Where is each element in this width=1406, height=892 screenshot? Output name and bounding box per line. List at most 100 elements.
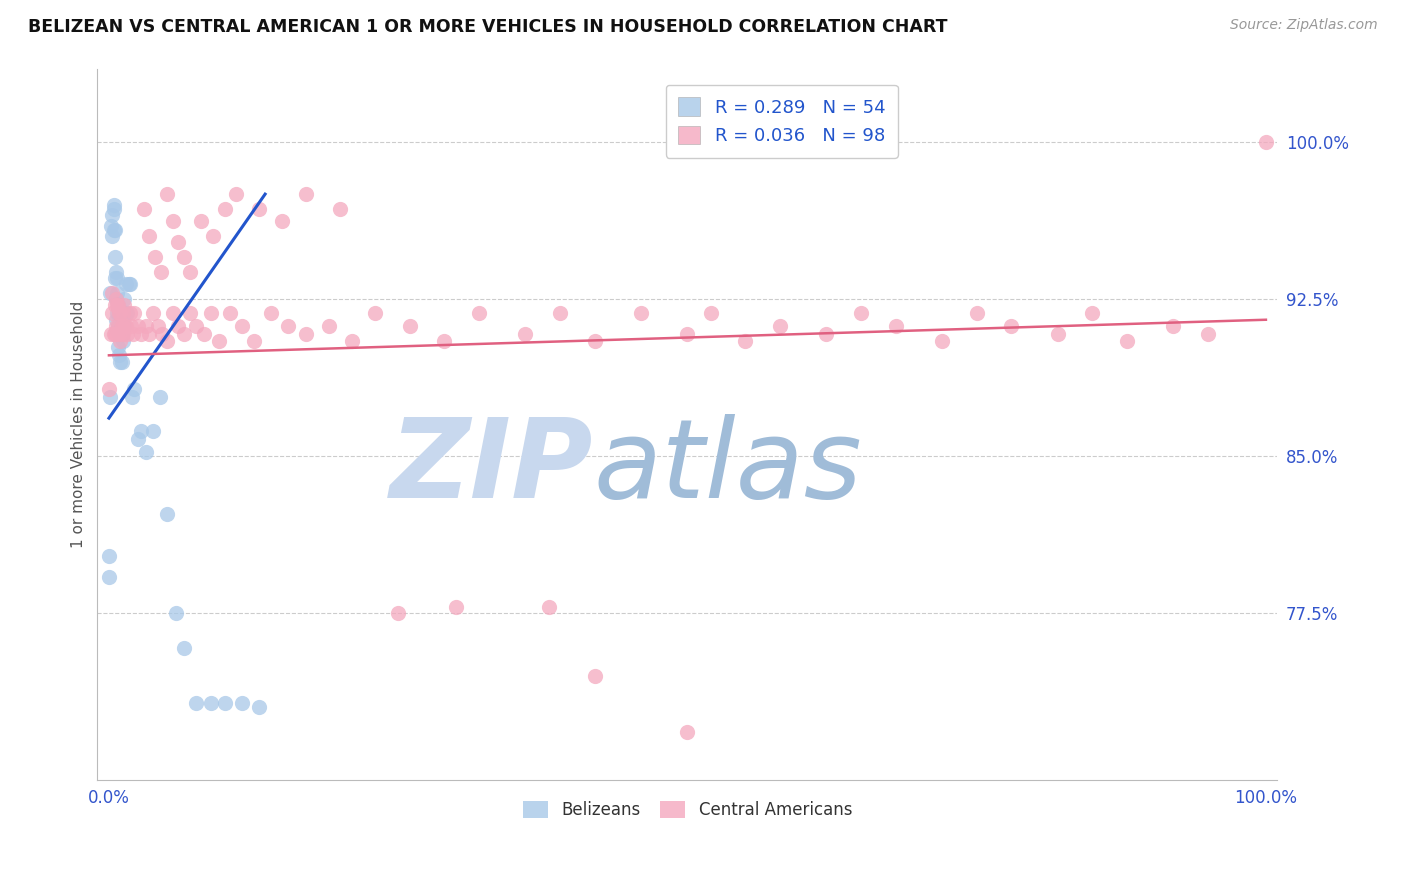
Point: [107, 318, 129, 333]
Point: [131, 424, 153, 438]
Point: [105, 285, 128, 300]
Point: [104, 292, 127, 306]
Point: [548, 306, 571, 320]
Point: [121, 390, 143, 404]
Point: [165, 606, 187, 620]
Point: [214, 202, 236, 216]
Point: [294, 327, 316, 342]
Point: [676, 725, 699, 739]
Point: [247, 700, 270, 714]
Point: [132, 202, 155, 216]
Legend: Belizeans, Central Americans: Belizeans, Central Americans: [516, 794, 859, 825]
Point: [101, 208, 124, 222]
Point: [260, 306, 283, 320]
Point: [1081, 306, 1104, 320]
Point: [101, 229, 124, 244]
Text: BELIZEAN VS CENTRAL AMERICAN 1 OR MORE VEHICLES IN HOUSEHOLD CORRELATION CHART: BELIZEAN VS CENTRAL AMERICAN 1 OR MORE V…: [28, 18, 948, 36]
Text: atlas: atlas: [593, 414, 862, 521]
Point: [103, 223, 125, 237]
Point: [149, 264, 172, 278]
Point: [202, 229, 225, 244]
Point: [318, 318, 340, 333]
Point: [146, 318, 169, 333]
Point: [966, 306, 988, 320]
Point: [162, 306, 184, 320]
Point: [231, 696, 253, 710]
Point: [108, 306, 131, 320]
Text: ZIP: ZIP: [389, 414, 593, 521]
Point: [398, 318, 420, 333]
Point: [200, 306, 222, 320]
Y-axis label: 1 or more Vehicles in Household: 1 or more Vehicles in Household: [72, 301, 86, 548]
Point: [515, 327, 537, 342]
Point: [173, 327, 195, 342]
Point: [105, 298, 128, 312]
Point: [105, 327, 128, 342]
Point: [117, 327, 139, 342]
Point: [179, 306, 201, 320]
Point: [111, 327, 134, 342]
Point: [150, 327, 173, 342]
Point: [1116, 334, 1139, 348]
Point: [179, 264, 201, 278]
Point: [122, 327, 145, 342]
Point: [156, 334, 179, 348]
Point: [184, 696, 207, 710]
Point: [1197, 327, 1219, 342]
Point: [103, 327, 125, 342]
Point: [173, 250, 195, 264]
Point: [583, 334, 606, 348]
Point: [162, 214, 184, 228]
Point: [110, 327, 132, 342]
Point: [231, 318, 253, 333]
Point: [114, 306, 136, 320]
Point: [124, 382, 146, 396]
Point: [111, 306, 134, 320]
Point: [1000, 318, 1022, 333]
Point: [468, 306, 491, 320]
Point: [444, 599, 467, 614]
Point: [107, 318, 129, 333]
Point: [135, 318, 157, 333]
Point: [98, 285, 121, 300]
Point: [364, 306, 387, 320]
Point: [537, 599, 560, 614]
Point: [111, 334, 134, 348]
Point: [156, 508, 179, 522]
Point: [135, 444, 157, 458]
Point: [142, 306, 165, 320]
Point: [117, 306, 139, 320]
Point: [110, 306, 132, 320]
Point: [112, 292, 135, 306]
Point: [108, 306, 131, 320]
Point: [219, 306, 242, 320]
Point: [247, 202, 270, 216]
Point: [184, 318, 207, 333]
Point: [120, 318, 142, 333]
Point: [101, 306, 124, 320]
Point: [190, 214, 212, 228]
Point: [294, 187, 316, 202]
Point: [433, 334, 456, 348]
Point: [849, 306, 872, 320]
Point: [156, 187, 179, 202]
Point: [131, 327, 153, 342]
Point: [107, 340, 129, 354]
Point: [105, 271, 128, 285]
Point: [115, 318, 138, 333]
Point: [108, 327, 131, 342]
Point: [630, 306, 652, 320]
Point: [138, 327, 160, 342]
Point: [127, 432, 149, 446]
Point: [104, 327, 127, 342]
Point: [108, 348, 131, 362]
Point: [583, 668, 606, 682]
Point: [107, 298, 129, 312]
Point: [884, 318, 907, 333]
Point: [340, 334, 363, 348]
Point: [138, 229, 160, 244]
Point: [110, 354, 132, 368]
Point: [100, 219, 122, 233]
Point: [193, 327, 215, 342]
Point: [214, 696, 236, 710]
